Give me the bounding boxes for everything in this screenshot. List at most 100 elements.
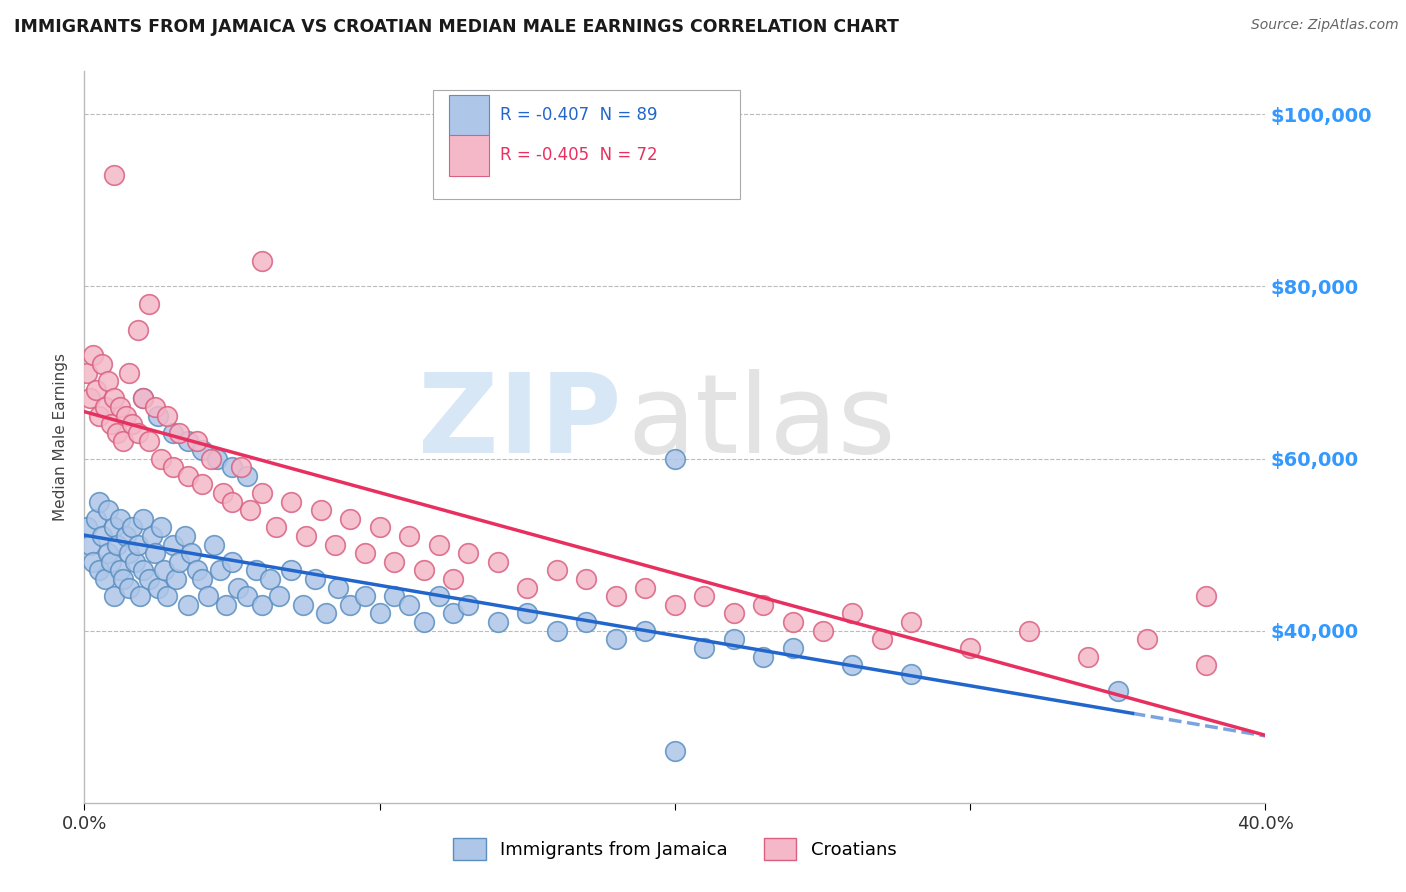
Immigrants from Jamaica [141, 529, 163, 543]
Croatians [811, 624, 834, 638]
Immigrants from Jamaica [634, 624, 657, 638]
Croatians [266, 520, 288, 534]
Croatians [177, 468, 200, 483]
Croatians [354, 546, 377, 560]
Croatians [138, 434, 160, 449]
Immigrants from Jamaica [207, 451, 229, 466]
Immigrants from Jamaica [191, 442, 214, 457]
Croatians [1077, 649, 1099, 664]
Immigrants from Jamaica [221, 555, 243, 569]
Immigrants from Jamaica [304, 572, 326, 586]
Immigrants from Jamaica [87, 494, 111, 508]
Y-axis label: Median Male Earnings: Median Male Earnings [53, 353, 69, 521]
Croatians [486, 555, 509, 569]
Croatians [121, 417, 143, 432]
Croatians [782, 615, 804, 629]
Croatians [221, 494, 243, 508]
Immigrants from Jamaica [173, 529, 195, 543]
Croatians [309, 503, 332, 517]
Croatians [82, 348, 104, 362]
Immigrants from Jamaica [91, 529, 114, 543]
Immigrants from Jamaica [156, 589, 179, 603]
Immigrants from Jamaica [79, 538, 101, 552]
Croatians [280, 494, 302, 508]
Immigrants from Jamaica [236, 589, 259, 603]
Immigrants from Jamaica [84, 512, 107, 526]
FancyBboxPatch shape [433, 90, 740, 200]
Immigrants from Jamaica [97, 546, 120, 560]
Text: atlas: atlas [627, 369, 896, 476]
Croatians [1195, 589, 1218, 603]
Immigrants from Jamaica [150, 520, 173, 534]
Immigrants from Jamaica [782, 640, 804, 655]
Croatians [212, 486, 235, 500]
Immigrants from Jamaica [575, 615, 598, 629]
Immigrants from Jamaica [693, 640, 716, 655]
Immigrants from Jamaica [202, 538, 225, 552]
Immigrants from Jamaica [105, 538, 128, 552]
Croatians [398, 529, 420, 543]
Croatians [143, 400, 166, 414]
Croatians [427, 538, 450, 552]
Croatians [723, 607, 745, 621]
Immigrants from Jamaica [315, 607, 337, 621]
Croatians [167, 425, 190, 440]
Immigrants from Jamaica [209, 564, 232, 578]
Croatians [114, 409, 136, 423]
Immigrants from Jamaica [143, 546, 166, 560]
Croatians [79, 392, 101, 406]
Immigrants from Jamaica [87, 564, 111, 578]
Immigrants from Jamaica [167, 555, 190, 569]
Immigrants from Jamaica [259, 572, 281, 586]
Immigrants from Jamaica [280, 564, 302, 578]
Immigrants from Jamaica [398, 598, 420, 612]
Immigrants from Jamaica [132, 512, 155, 526]
Immigrants from Jamaica [664, 744, 686, 758]
Immigrants from Jamaica [108, 512, 131, 526]
Immigrants from Jamaica [605, 632, 627, 647]
Croatians [443, 572, 465, 586]
Croatians [382, 555, 406, 569]
Croatians [752, 598, 775, 612]
Croatians [295, 529, 318, 543]
Immigrants from Jamaica [841, 658, 863, 673]
Immigrants from Jamaica [236, 468, 259, 483]
Croatians [900, 615, 922, 629]
Croatians [186, 434, 208, 449]
Croatians [162, 460, 184, 475]
Immigrants from Jamaica [486, 615, 509, 629]
Croatians [634, 581, 657, 595]
Immigrants from Jamaica [100, 555, 122, 569]
Immigrants from Jamaica [180, 546, 202, 560]
Immigrants from Jamaica [121, 520, 143, 534]
Croatians [84, 383, 107, 397]
Immigrants from Jamaica [457, 598, 479, 612]
Immigrants from Jamaica [118, 546, 141, 560]
Croatians [103, 168, 125, 182]
Croatians [870, 632, 893, 647]
Immigrants from Jamaica [723, 632, 745, 647]
Croatians [132, 392, 155, 406]
Croatians [108, 400, 131, 414]
Immigrants from Jamaica [127, 538, 149, 552]
Immigrants from Jamaica [162, 538, 184, 552]
Immigrants from Jamaica [250, 598, 273, 612]
Croatians [118, 366, 141, 380]
Croatians [1136, 632, 1159, 647]
Croatians [413, 564, 436, 578]
Immigrants from Jamaica [82, 555, 104, 569]
Immigrants from Jamaica [153, 564, 176, 578]
Text: R = -0.407  N = 89: R = -0.407 N = 89 [501, 106, 658, 124]
Croatians [91, 357, 114, 371]
Croatians [100, 417, 122, 432]
Immigrants from Jamaica [138, 572, 160, 586]
Croatians [87, 409, 111, 423]
Croatians [546, 564, 568, 578]
Immigrants from Jamaica [108, 564, 131, 578]
Immigrants from Jamaica [226, 581, 249, 595]
Immigrants from Jamaica [114, 529, 136, 543]
Immigrants from Jamaica [516, 607, 538, 621]
Croatians [841, 607, 863, 621]
Immigrants from Jamaica [269, 589, 291, 603]
Croatians [127, 322, 149, 336]
